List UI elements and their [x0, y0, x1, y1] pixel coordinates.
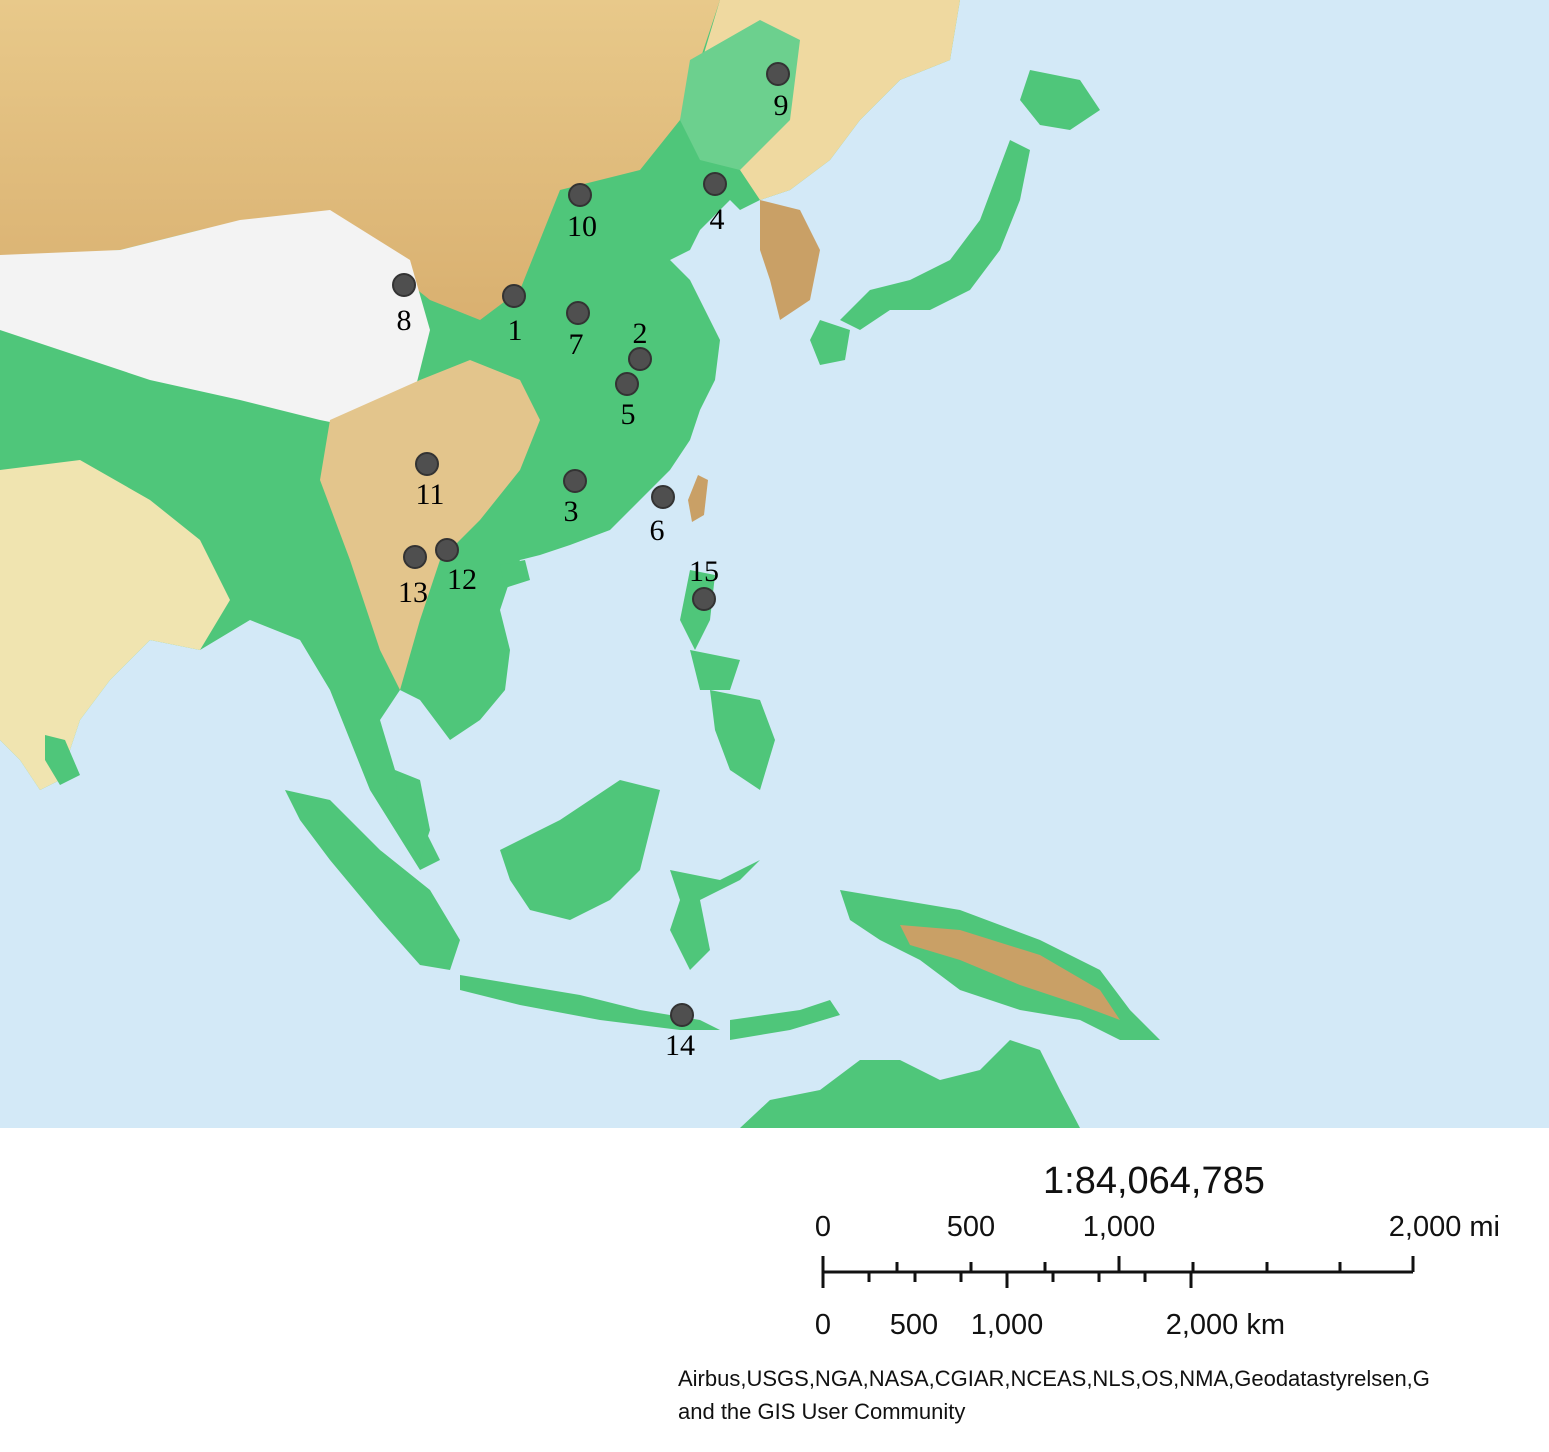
scale-bar: 0 500 1,000 2,000 mi 0 500 1,000 2,000 k… [815, 1211, 1500, 1341]
manchuria-plain [680, 20, 800, 170]
site-marker-14[interactable]: 14 [665, 1003, 695, 1062]
australia [740, 1040, 1080, 1128]
korea [760, 200, 820, 320]
site-label-15: 15 [689, 555, 719, 588]
relief-map[interactable]: 1 2 3 4 5 6 7 8 9 10 11 12 13 14 15 [0, 0, 1549, 1128]
km-tick-1000: 1,000 [971, 1309, 1044, 1341]
japan-hokkaido [1020, 70, 1100, 130]
site-marker-3[interactable]: 3 [563, 469, 587, 528]
site-label-11: 11 [416, 478, 445, 511]
sri-lanka [45, 735, 80, 785]
site-label-14: 14 [665, 1029, 695, 1062]
japan-kyushu [810, 320, 850, 365]
yunnan-highlands [320, 360, 540, 690]
site-label-10: 10 [567, 210, 597, 243]
site-label-6: 6 [650, 514, 665, 547]
mongolia-desert [0, 0, 720, 320]
site-marker-1[interactable]: 1 [502, 284, 526, 347]
mi-tick-500: 500 [947, 1211, 995, 1243]
attribution-line-1: Airbus,USGS,NGA,NASA,CGIAR,NCEAS,NLS,OS,… [678, 1366, 1430, 1391]
attribution: Airbus,USGS,NGA,NASA,CGIAR,NCEAS,NLS,OS,… [678, 1362, 1538, 1428]
attribution-line-2: and the GIS User Community [678, 1399, 966, 1424]
sumatra [285, 790, 460, 970]
site-marker-15[interactable]: 15 [689, 555, 719, 611]
site-marker-7[interactable]: 7 [566, 301, 590, 361]
mi-tick-0: 0 [815, 1211, 831, 1243]
km-tick-2000: 2,000 km [1166, 1309, 1285, 1341]
site-marker-2[interactable]: 2 [628, 317, 652, 371]
lesser-sunda [730, 1000, 840, 1040]
km-tick-500: 500 [890, 1309, 938, 1341]
site-label-8: 8 [397, 304, 412, 337]
borneo [500, 780, 660, 920]
india-plains [0, 460, 230, 790]
site-markers: 1 2 3 4 5 6 7 8 9 10 11 12 13 14 15 [392, 62, 790, 1062]
site-label-13: 13 [398, 576, 428, 609]
philippines-mindanao [710, 690, 775, 790]
philippines-visayas [690, 650, 740, 690]
taiwan [688, 475, 708, 522]
site-label-9: 9 [774, 89, 789, 122]
site-marker-5[interactable]: 5 [615, 372, 639, 431]
site-label-5: 5 [621, 398, 636, 431]
site-label-1: 1 [508, 314, 523, 347]
site-label-7: 7 [569, 328, 584, 361]
site-label-12: 12 [447, 563, 477, 596]
malay-peninsula [395, 770, 430, 860]
km-tick-0: 0 [815, 1309, 831, 1341]
tibet-plateau [0, 210, 430, 430]
site-marker-8[interactable]: 8 [392, 273, 416, 337]
new-guinea-ranges [900, 925, 1120, 1020]
site-marker-4[interactable]: 4 [703, 172, 727, 236]
site-marker-6[interactable]: 6 [650, 485, 675, 547]
site-marker-10[interactable]: 10 [567, 183, 597, 243]
site-marker-11[interactable]: 11 [415, 452, 445, 511]
japan-honshu [840, 140, 1030, 330]
map-canvas: 1 2 3 4 5 6 7 8 9 10 11 12 13 14 15 [0, 0, 1549, 1128]
site-label-3: 3 [564, 495, 579, 528]
java [460, 975, 720, 1030]
site-marker-13[interactable]: 13 [398, 545, 428, 609]
site-label-4: 4 [710, 203, 725, 236]
scale-ratio: 1:84,064,785 [1043, 1160, 1265, 1202]
site-marker-9[interactable]: 9 [766, 62, 790, 122]
site-label-2: 2 [633, 317, 648, 350]
hainan [500, 560, 530, 588]
sulawesi [670, 860, 760, 970]
site-marker-12[interactable]: 12 [435, 538, 477, 596]
mi-tick-2000: 2,000 mi [1389, 1211, 1500, 1243]
mi-tick-1000: 1,000 [1083, 1211, 1156, 1243]
scale-bar-lines [821, 1256, 1415, 1288]
